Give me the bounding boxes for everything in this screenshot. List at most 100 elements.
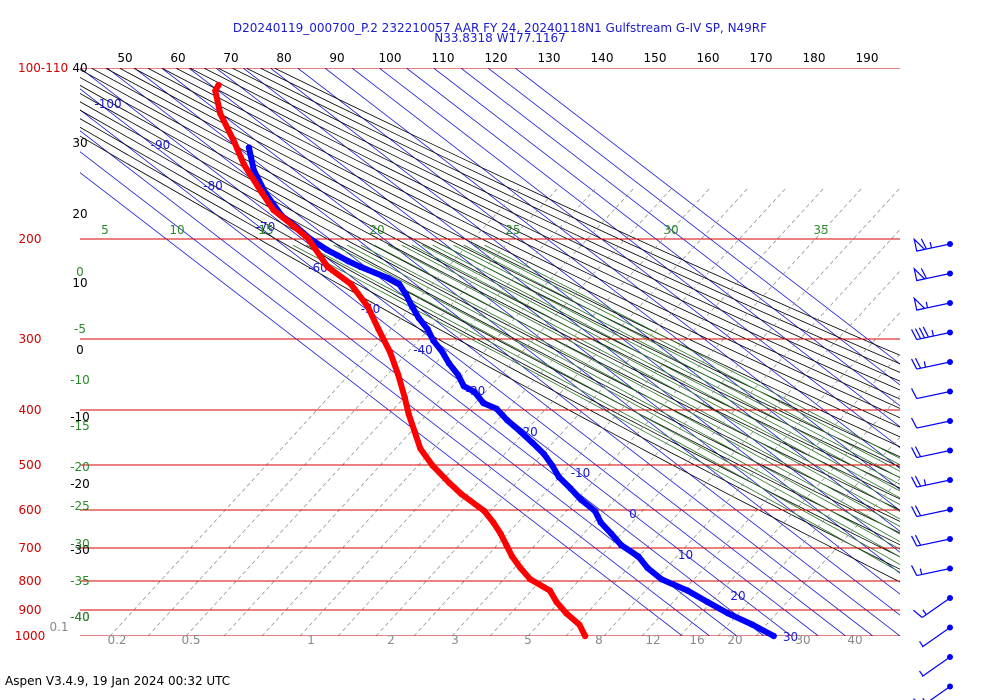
dewpoint-profile-point [540,451,548,458]
dewpoint-profile-point [424,326,431,333]
wind-barb-staff [916,508,951,518]
dewpoint-profile-point [493,405,500,412]
temperature-profile-point [230,138,238,146]
wind-barb-full [910,388,918,399]
wind-barb-half [922,609,927,615]
temperature-profile-point [417,445,424,452]
dry-adiabat-line [80,118,900,558]
dewpoint-profile-point [724,610,731,617]
isotherm-line [134,68,874,636]
wind-barb-full [910,565,918,576]
temperature-profile-point [546,587,554,594]
mixing-ratio-line [223,187,635,636]
dry-adiabat-line [80,109,900,546]
dewpoint-profile-point [480,399,487,407]
dewpoint-profile-point [460,382,467,390]
mixing-ratio-label: 0.5 [181,633,200,647]
isotherm-label: 30 [783,630,798,644]
isotherm-label: -70 [256,220,276,234]
top-tick-label: 140 [591,51,614,65]
temperature-profile-point [503,541,510,549]
moist-adiabat-left-label: 0 [76,265,84,279]
wind-barb [910,417,953,429]
dry-adiabat-line [80,93,900,522]
temperature-profile-point [517,564,524,572]
temperature-profile-point [481,507,488,515]
dewpoint-profile-point [591,507,599,515]
dry-adiabat-line [80,69,900,489]
moist-adiabat-line [306,244,900,565]
moist-adiabat-line [484,244,900,459]
wind-barb-staff [916,390,951,400]
wind-barb-staff [916,449,951,459]
dry-adiabat-line [133,68,900,448]
mixing-ratio-line [603,312,900,636]
moist-adiabat-line [319,244,900,558]
wind-barb-full [920,268,928,279]
dry-adiabat-line [80,84,900,511]
dry-adiabat-line [91,68,900,478]
moist-adiabat-line [374,244,900,527]
temperature-profile-point [497,530,504,537]
pressure-tick-label: 900 [19,603,42,617]
wind-barb-flag [913,237,926,252]
dewpoint-profile-point [577,496,585,503]
mixing-ratio-line [755,478,900,636]
dry-adiabat-line [175,68,900,419]
moist-adiabat-line [422,244,900,499]
wind-barb-full [920,238,928,250]
isotherm-line [487,68,900,386]
isotherm-line [188,68,900,616]
temperature-profile-point [401,394,408,401]
dry-adiabat-line [80,101,900,534]
moist-adiabat-left-label: -15 [70,419,90,433]
temperature-profile-point [240,161,248,168]
wind-barb-staff [929,686,951,700]
temperature-profile-line [212,82,589,639]
top-tick-label: 150 [644,51,667,65]
dewpoint-profile-point [608,530,615,537]
pressure-tick-label: 400 [19,403,42,417]
mixing-ratio-line [109,187,521,636]
temperature-profile-point [270,206,277,214]
dewpoint-profile-point [555,473,563,481]
isotherm-line [242,68,900,574]
moist-adiabat-top-label: 15 [258,223,273,237]
wind-barb [912,595,953,618]
mixing-ratio-line [147,187,559,636]
dewpoint-profile-point [597,519,604,526]
temperature-profile-point [347,280,354,288]
wind-barb-half [925,301,929,308]
wind-barb [910,446,953,459]
moist-adiabat-line [453,244,900,479]
dewpoint-profile-point [445,360,453,367]
dewpoint-profile-point [658,576,665,583]
wind-barb-full [918,327,926,339]
dry-adiabat-line [217,68,900,391]
dry-adiabat-line [245,68,900,373]
dewpoint-profile-point [408,303,416,310]
temperature-profile-point [217,110,224,117]
mixing-ratio-line [565,270,900,636]
temperature-profile-point [445,479,453,486]
top-tick-label: 180 [803,51,826,65]
wind-barb-full [914,534,922,546]
pressure-tick-label: 100-110 [18,61,68,75]
mixing-ratio-label: 5 [524,633,532,647]
wind-barb [912,683,953,700]
dewpoint-profile-point [704,598,711,606]
mixing-ratio-line [527,229,900,636]
software-footer: Aspen V3.4.9, 19 Jan 2024 00:32 UTC [5,674,231,688]
pressure-tick-label: 800 [19,574,42,588]
wind-barb-flag [913,296,926,311]
dewpoint-profile-point [454,371,462,378]
mixing-ratio-label: 1 [307,633,315,647]
moist-adiabat-left-label: -30 [70,537,90,551]
moist-adiabat-line [387,244,900,520]
top-tick-label: 170 [750,51,773,65]
pressure-tick-label: 1000 [15,629,46,643]
wind-barb [913,237,953,252]
moist-adiabat-line [442,244,900,485]
top-tick-label: 120 [485,51,508,65]
wind-barb [910,388,953,400]
